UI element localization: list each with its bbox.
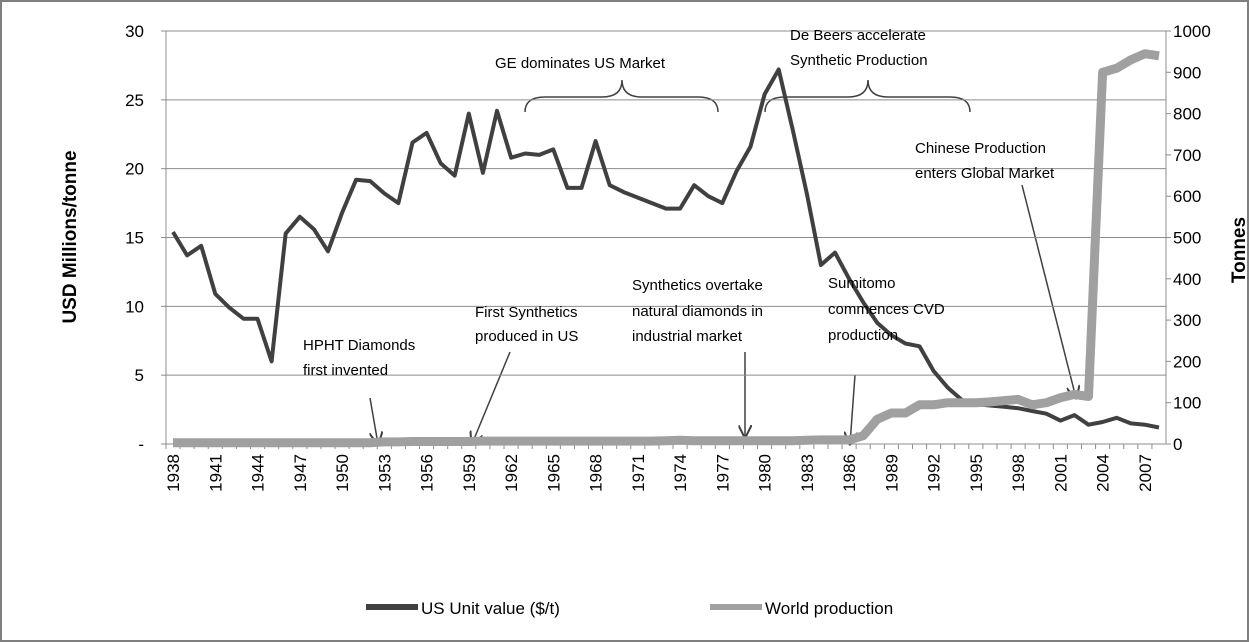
brace	[764, 79, 971, 113]
annotation: produced in US	[475, 328, 578, 345]
x-tick-label: 1959	[460, 454, 479, 492]
y2-axis-title: Tonnes	[1229, 217, 1249, 283]
x-tick-label: 1998	[1009, 454, 1028, 492]
y-tick-label: 10	[125, 297, 144, 316]
arrows	[369, 79, 1076, 444]
y2-tick-label: 700	[1173, 146, 1201, 165]
legend-label: US Unit value ($/t)	[421, 599, 560, 618]
y-axis-title: USD Millions/tonne	[60, 150, 81, 323]
x-tick-label: 1995	[967, 454, 986, 492]
arrow	[850, 374, 855, 444]
x-tick-label: 1956	[418, 454, 437, 492]
x-tick-label: 1941	[206, 454, 225, 492]
y2-tick-label: 1000	[1173, 22, 1211, 41]
annotation: Synthetic Production	[790, 52, 928, 69]
x-tick-label: 2004	[1094, 454, 1113, 492]
y2-tick-label: 800	[1173, 105, 1201, 124]
y-tick-label: 25	[125, 91, 144, 110]
x-tick-label: 1962	[502, 454, 521, 492]
x-tick-label: 1953	[375, 454, 394, 492]
x-tick-label: 1980	[756, 454, 775, 492]
x-tick-label: 1974	[671, 454, 690, 492]
x-tick-label: 2007	[1136, 454, 1155, 492]
arrow	[472, 351, 511, 444]
y2-tick-label: 500	[1173, 229, 1201, 248]
x-tick-label: 1983	[798, 454, 817, 492]
x-tick-label: 1989	[882, 454, 901, 492]
annotation: first invented	[303, 362, 388, 379]
annotation: natural diamonds in	[632, 303, 763, 320]
annotation: Synthetics overtake	[632, 277, 763, 294]
annotation: HPHT Diamonds	[303, 337, 415, 354]
x-tick-label: 1950	[333, 454, 352, 492]
brace	[524, 79, 719, 113]
y-tick-label: 30	[125, 22, 144, 41]
y2-tick-label: 0	[1173, 435, 1182, 454]
x-tick-label: 1938	[164, 454, 183, 492]
annotation: GE dominates US Market	[495, 55, 666, 72]
x-tick-label: 1977	[713, 454, 732, 492]
y2-tick-label: 900	[1173, 63, 1201, 82]
annotation: De Beers accelerate	[790, 27, 926, 44]
y-tick-label: 5	[135, 366, 144, 385]
y2-tick-label: 600	[1173, 187, 1201, 206]
x-tick-label: 1944	[249, 454, 268, 492]
annotation: industrial market	[632, 328, 743, 345]
annotation: First Synthetics	[475, 304, 578, 321]
y-tick-label: 20	[125, 160, 144, 179]
arrow	[1021, 184, 1076, 398]
legend-label: World production	[765, 599, 893, 618]
y2-tick-label: 100	[1173, 394, 1201, 413]
annotation: production	[828, 327, 898, 344]
annotation: Chinese Production	[915, 140, 1046, 157]
x-tick-label: 1965	[544, 454, 563, 492]
x-tick-label: 1992	[925, 454, 944, 492]
arrow	[369, 397, 378, 444]
x-tick-label: 1971	[629, 454, 648, 492]
x-tick-label: 1968	[587, 454, 606, 492]
y2-tick-label: 200	[1173, 352, 1201, 371]
y2-tick-label: 300	[1173, 311, 1201, 330]
annotation: commences CVD	[828, 301, 945, 318]
annotation: Sumitomo	[828, 275, 896, 292]
y-tick-label: 15	[125, 229, 144, 248]
annotation: enters Global Market	[915, 165, 1055, 182]
x-tick-label: 2001	[1051, 454, 1070, 492]
x-tick-label: 1986	[840, 454, 859, 492]
y-tick-label: -	[138, 435, 144, 454]
y2-tick-label: 400	[1173, 270, 1201, 289]
series-line	[173, 49, 1160, 448]
x-tick-label: 1947	[291, 454, 310, 492]
